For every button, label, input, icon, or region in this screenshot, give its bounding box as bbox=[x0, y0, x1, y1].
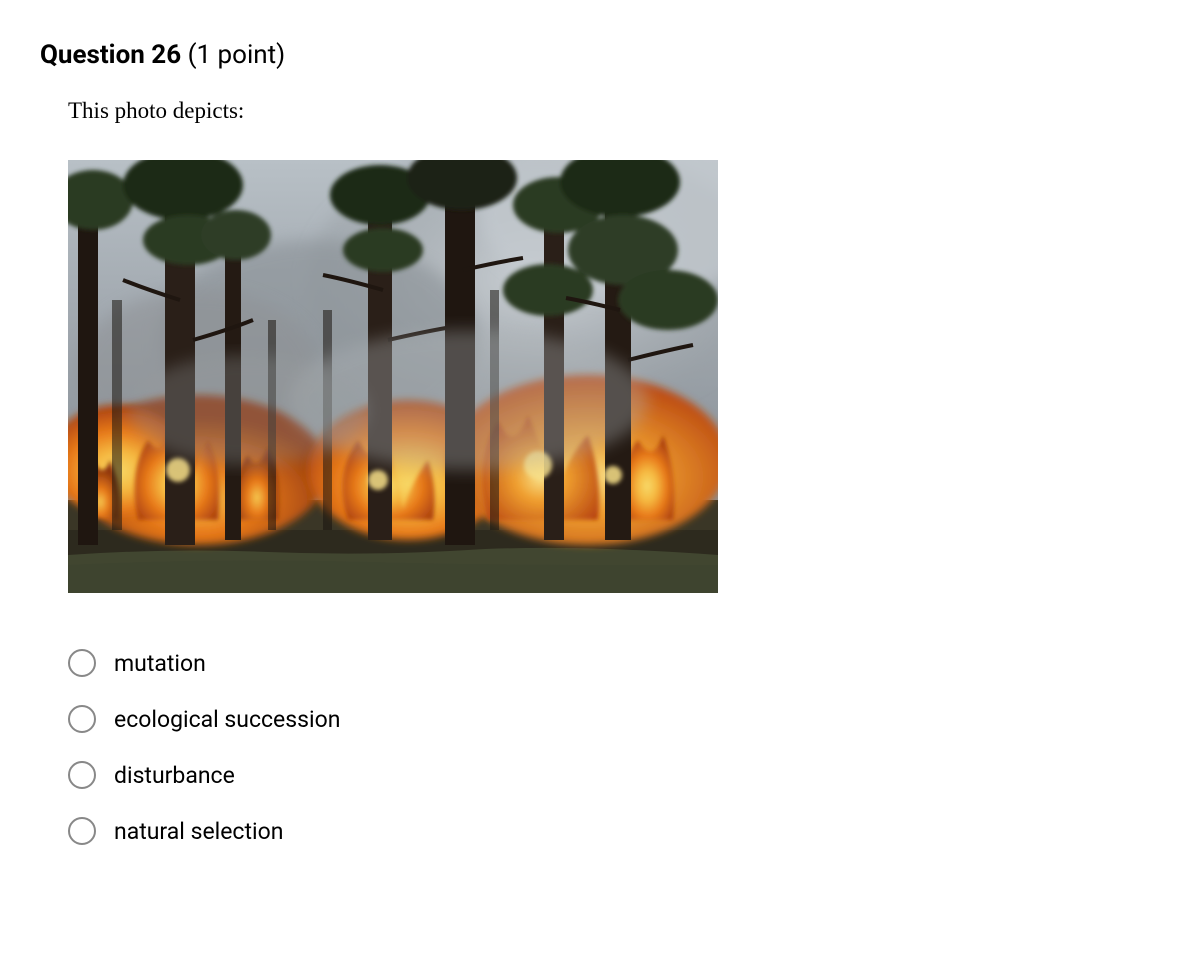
option-natural-selection[interactable]: natural selection bbox=[68, 817, 1160, 845]
option-ecological-succession[interactable]: ecological succession bbox=[68, 705, 1160, 733]
question-header: Question 26 (1 point) bbox=[40, 40, 1160, 70]
question-image bbox=[68, 160, 718, 593]
radio-icon bbox=[68, 761, 96, 789]
question-points: (1 point) bbox=[188, 40, 286, 70]
forest-fire-illustration bbox=[68, 160, 718, 593]
question-prompt: This photo depicts: bbox=[68, 98, 1160, 124]
question-container: Question 26 (1 point) This photo depicts… bbox=[40, 40, 1160, 845]
question-number: Question 26 bbox=[40, 40, 181, 70]
option-disturbance[interactable]: disturbance bbox=[68, 761, 1160, 789]
radio-icon bbox=[68, 649, 96, 677]
option-label: ecological succession bbox=[114, 706, 340, 733]
option-label: disturbance bbox=[114, 762, 235, 789]
options-list: mutation ecological succession disturban… bbox=[68, 649, 1160, 845]
option-label: natural selection bbox=[114, 818, 283, 845]
option-mutation[interactable]: mutation bbox=[68, 649, 1160, 677]
radio-icon bbox=[68, 705, 96, 733]
option-label: mutation bbox=[114, 650, 206, 677]
radio-icon bbox=[68, 817, 96, 845]
